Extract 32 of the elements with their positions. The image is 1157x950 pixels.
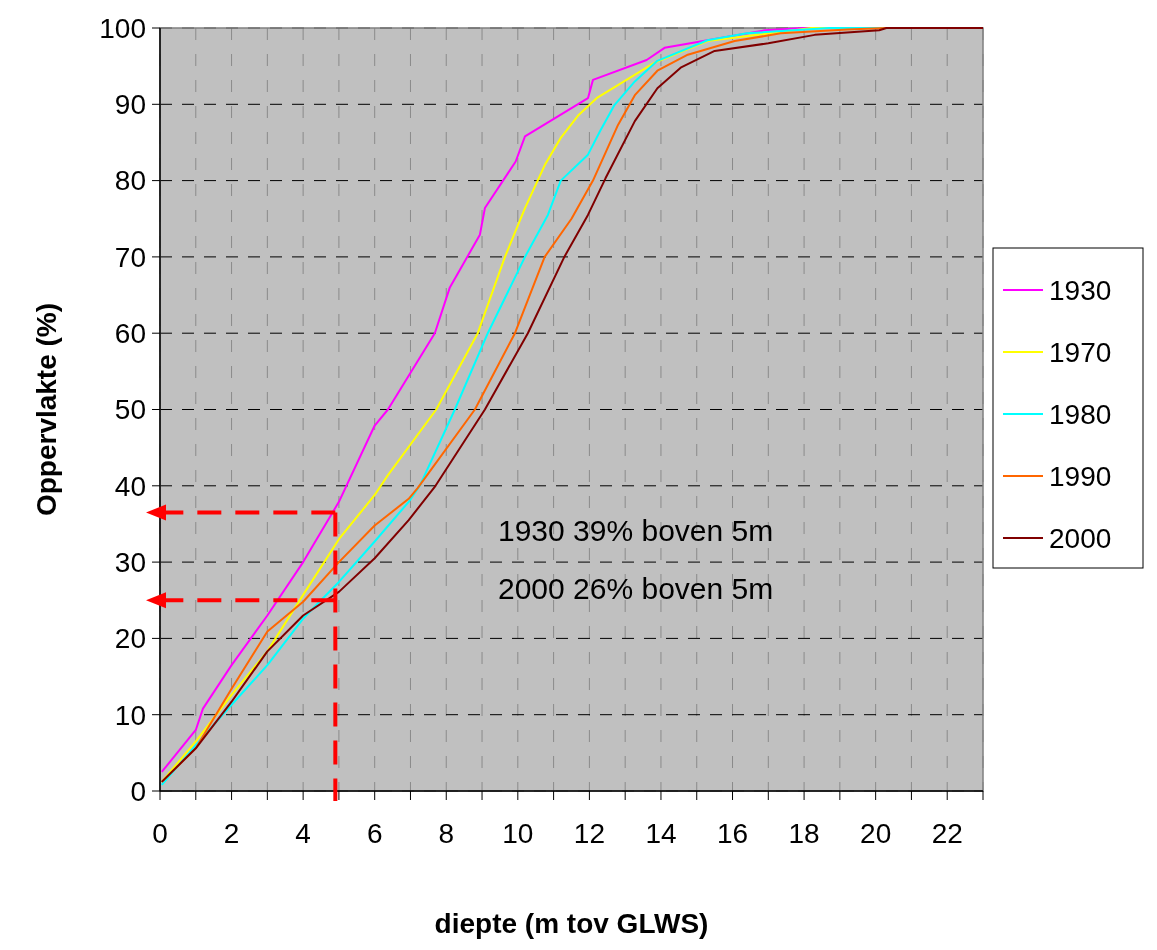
x-tick-label: 10: [502, 818, 534, 849]
legend-label: 1930: [1049, 274, 1112, 306]
x-tick-label: 12: [573, 818, 605, 849]
y-axis-title: Oppervlakte (%): [31, 302, 62, 517]
x-tick-label: 20: [860, 818, 892, 849]
x-tick-label: 4: [295, 818, 311, 849]
x-tick-label: 0: [152, 818, 168, 849]
y-tick-label: 40: [114, 470, 146, 502]
annotation: 2000 26% boven 5m: [498, 572, 774, 605]
x-tick-label: 2: [223, 818, 240, 849]
x-tick-label: 14: [645, 818, 677, 849]
x-tick-label: 18: [788, 818, 820, 849]
y-tick-label: 30: [114, 546, 146, 578]
y-tick-label: 10: [114, 699, 146, 731]
x-axis-title: diepte (m tov GLWS): [434, 908, 709, 939]
y-tick-label: 20: [114, 623, 146, 655]
y-tick-label: 80: [114, 165, 146, 197]
y-tick-label: 60: [114, 318, 146, 349]
y-tick-label: 50: [114, 394, 146, 426]
y-tick-label: 70: [114, 241, 146, 273]
x-tick-label: 22: [931, 818, 963, 849]
y-tick-label: 0: [130, 775, 146, 807]
x-tick-label: 16: [716, 818, 749, 849]
x-tick-label: 6: [366, 818, 383, 849]
legend-label: 1990: [1049, 460, 1112, 492]
annotation: 1930 39% boven 5m: [498, 514, 774, 547]
y-tick-label: 100: [99, 12, 146, 44]
legend-label: 1980: [1049, 398, 1112, 430]
legend-label: 1970: [1049, 336, 1112, 368]
legend-label: 2000: [1049, 522, 1112, 554]
y-tick-label: 90: [114, 89, 146, 121]
x-tick-label: 8: [438, 818, 455, 849]
